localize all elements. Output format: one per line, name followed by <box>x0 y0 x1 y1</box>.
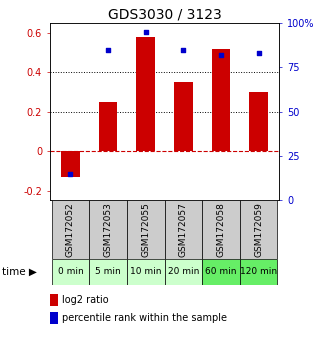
Bar <box>89 259 127 285</box>
Text: percentile rank within the sample: percentile rank within the sample <box>62 313 227 323</box>
Bar <box>127 259 164 285</box>
Bar <box>61 151 80 177</box>
Bar <box>164 200 202 259</box>
Text: log2 ratio: log2 ratio <box>62 295 108 305</box>
Bar <box>240 259 277 285</box>
Text: GSM172053: GSM172053 <box>104 202 113 257</box>
Text: time ▶: time ▶ <box>2 266 37 276</box>
Point <box>218 52 223 58</box>
Bar <box>127 200 164 259</box>
Point <box>143 29 148 35</box>
Bar <box>249 92 268 151</box>
Point <box>181 47 186 52</box>
Bar <box>240 200 277 259</box>
Text: 60 min: 60 min <box>205 267 237 276</box>
Text: 5 min: 5 min <box>95 267 121 276</box>
Text: 0 min: 0 min <box>57 267 83 276</box>
Bar <box>202 200 240 259</box>
Text: 10 min: 10 min <box>130 267 161 276</box>
Text: GSM172055: GSM172055 <box>141 202 150 257</box>
Bar <box>164 259 202 285</box>
Bar <box>89 200 127 259</box>
Text: 20 min: 20 min <box>168 267 199 276</box>
Point <box>256 50 261 56</box>
Title: GDS3030 / 3123: GDS3030 / 3123 <box>108 8 221 22</box>
Text: GSM172052: GSM172052 <box>66 202 75 257</box>
Bar <box>136 37 155 151</box>
Text: GSM172057: GSM172057 <box>179 202 188 257</box>
Point <box>68 171 73 177</box>
Bar <box>174 82 193 151</box>
Bar <box>52 259 89 285</box>
Text: GSM172059: GSM172059 <box>254 202 263 257</box>
Bar <box>52 200 89 259</box>
Point <box>106 47 111 52</box>
Bar <box>99 102 117 151</box>
Bar <box>212 48 230 151</box>
Bar <box>202 259 240 285</box>
Text: GSM172058: GSM172058 <box>216 202 225 257</box>
Text: 120 min: 120 min <box>240 267 277 276</box>
